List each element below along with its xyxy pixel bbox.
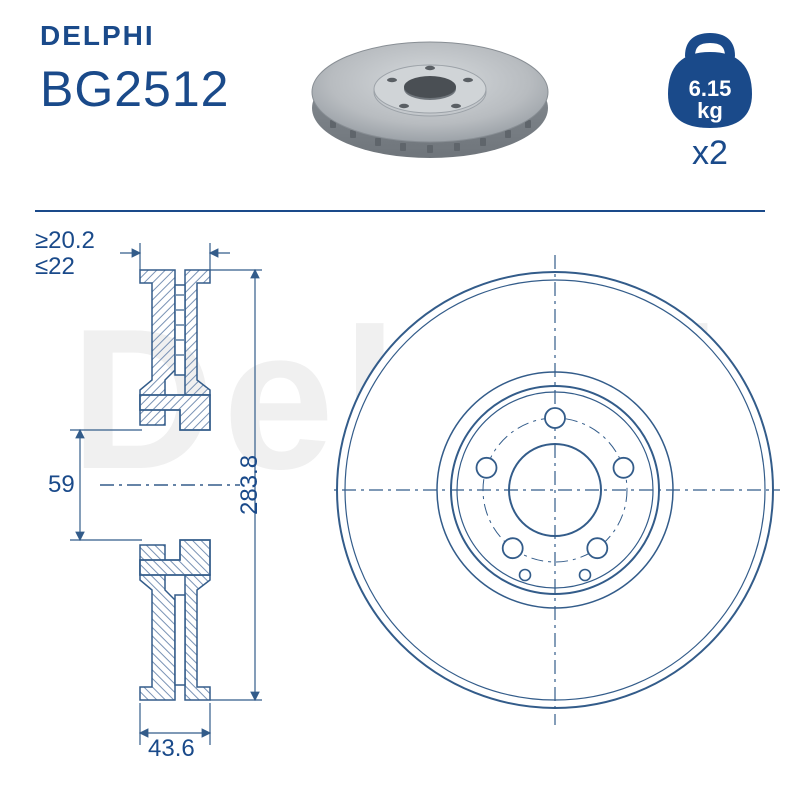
- dim-thickness-max: ≤22: [35, 253, 75, 281]
- dim-hub-bore: 59: [48, 471, 75, 499]
- header: DELPHI BG2512: [40, 20, 760, 200]
- dim-thickness-min: ≥20.2: [35, 227, 95, 255]
- weight-unit: kg: [697, 98, 723, 123]
- kettlebell-icon: 6.15 kg: [660, 30, 760, 130]
- dim-offset: 43.6: [148, 735, 195, 763]
- technical-diagram: ≥20.2 ≤22 59 283.8 43.6: [0, 225, 800, 770]
- cross-section-view: [30, 235, 330, 755]
- dim-outer-diameter: 283.8: [236, 455, 264, 515]
- weight-badge: 6.15 kg x2: [660, 30, 760, 173]
- front-face-view: [330, 245, 780, 745]
- quantity-label: x2: [660, 134, 760, 173]
- product-render: [300, 20, 560, 180]
- section-divider: [35, 210, 765, 212]
